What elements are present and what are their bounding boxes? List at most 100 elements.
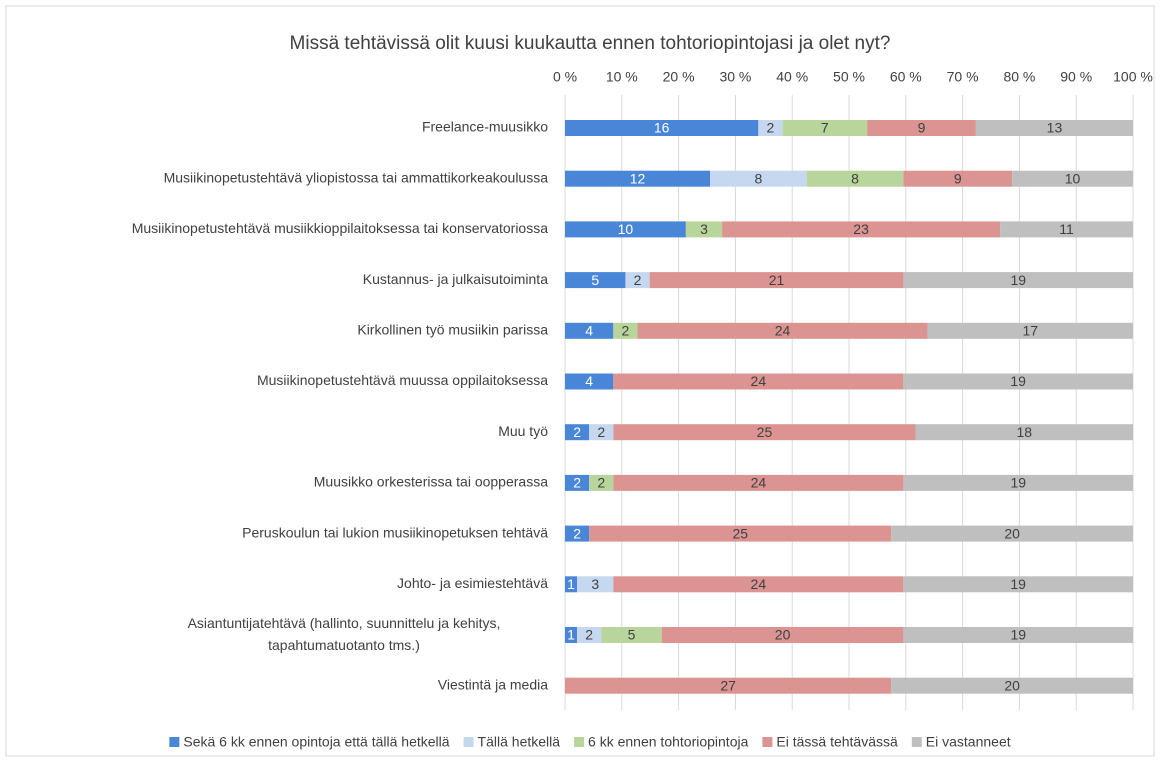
bar-segment xyxy=(577,576,614,593)
bar-segment xyxy=(589,424,614,441)
data-label: 10 xyxy=(1065,170,1081,186)
data-label: 19 xyxy=(1010,272,1026,288)
data-label: 24 xyxy=(775,323,791,339)
data-label: 4 xyxy=(585,323,593,339)
x-tick-label: 100 % xyxy=(1113,69,1153,85)
x-tick-label: 10 % xyxy=(606,69,638,85)
category-label: Kirkollinen työ musiikin parissa xyxy=(357,322,548,338)
x-tick-label: 80 % xyxy=(1003,69,1035,85)
data-label: 16 xyxy=(654,120,670,136)
bar-segment xyxy=(722,221,1001,238)
bar-segment xyxy=(975,120,1133,136)
data-label: 2 xyxy=(597,475,605,491)
x-tick-label: 40 % xyxy=(776,69,808,85)
category-label: Kustannus- ja julkaisutoiminta xyxy=(363,271,548,287)
data-label: 20 xyxy=(1004,677,1020,693)
data-label: 2 xyxy=(573,525,581,541)
x-tick-label: 60 % xyxy=(890,69,922,85)
x-tick-label: 30 % xyxy=(719,69,751,85)
data-label: 12 xyxy=(630,170,646,186)
bar-segment xyxy=(758,120,783,136)
category-label: Muu työ xyxy=(498,423,548,439)
legend-swatch xyxy=(169,737,180,747)
bar-segment xyxy=(806,170,904,187)
bar-segment xyxy=(915,424,1134,441)
bar-segment xyxy=(565,272,626,289)
bar-segment xyxy=(1012,170,1133,187)
data-label: 2 xyxy=(573,475,581,491)
legend-swatch xyxy=(762,737,773,747)
bar-segment xyxy=(903,627,1134,643)
bar-segment xyxy=(565,677,892,694)
data-label: 5 xyxy=(591,272,599,288)
category-label: Asiantuntijatehtävä (hallinto, suunnitte… xyxy=(188,615,501,653)
data-label: 19 xyxy=(1010,373,1026,389)
bar-segment xyxy=(903,576,1133,593)
category-label: Muusikko orkesterissa tai oopperassa xyxy=(314,474,548,490)
bar-segment xyxy=(1000,221,1133,238)
data-label: 25 xyxy=(757,424,773,440)
data-label: 19 xyxy=(1010,576,1026,592)
data-label: 24 xyxy=(751,373,767,389)
bar-segment xyxy=(625,272,650,289)
legend-label: Tällä hetkellä xyxy=(478,734,561,750)
data-label: 21 xyxy=(769,272,785,288)
x-tick-label: 70 % xyxy=(947,69,979,85)
bar-segment xyxy=(589,525,892,542)
data-label: 9 xyxy=(954,170,962,186)
bar-segment xyxy=(903,373,1133,390)
bar-segment xyxy=(613,576,904,593)
legend-swatch xyxy=(463,737,474,747)
x-tick-label: 0 % xyxy=(553,69,577,85)
bar-segment xyxy=(565,424,590,441)
data-label: 3 xyxy=(591,576,599,592)
legend-swatch xyxy=(574,737,585,747)
bar-segment xyxy=(613,474,904,491)
bar-segment xyxy=(710,170,807,187)
data-label: 20 xyxy=(775,627,791,643)
chart-title: Missä tehtävissä olit kuusi kuukautta en… xyxy=(290,33,891,54)
bar-segment xyxy=(589,474,614,491)
bar-segment xyxy=(661,627,904,643)
category-label: Johto- ja esimiestehtävä xyxy=(397,575,548,591)
bar-segment xyxy=(685,221,723,238)
data-label: 10 xyxy=(618,221,634,237)
data-label: 19 xyxy=(1010,627,1026,643)
bar-segment xyxy=(891,677,1133,694)
bar-segment xyxy=(891,525,1133,542)
data-label: 13 xyxy=(1047,120,1063,136)
data-label: 9 xyxy=(918,120,926,136)
data-label: 11 xyxy=(1059,221,1074,237)
data-label: 2 xyxy=(585,627,593,643)
data-label: 7 xyxy=(821,120,829,136)
data-label: 3 xyxy=(700,221,708,237)
data-label: 17 xyxy=(1022,323,1038,339)
bar-segment xyxy=(577,627,602,643)
legend-label: Ei tässä tehtävässä xyxy=(776,734,898,750)
bar-segment xyxy=(613,424,916,441)
bar-segment xyxy=(649,272,904,289)
category-label: Musiikinopetustehtävä musiikkioppilaitok… xyxy=(132,220,549,236)
data-label: 4 xyxy=(585,373,593,389)
legend-label: Sekä 6 kk ennen opintoja että tällä hetk… xyxy=(183,734,449,750)
category-label: Freelance-muusikko xyxy=(422,119,548,135)
data-label: 24 xyxy=(751,576,767,592)
legend: Sekä 6 kk ennen opintoja että tällä hetk… xyxy=(169,734,1011,750)
data-label: 2 xyxy=(573,424,581,440)
data-label: 27 xyxy=(720,677,736,693)
bar-segment xyxy=(903,170,1013,187)
data-label: 20 xyxy=(1004,525,1020,541)
bar-segment xyxy=(903,474,1134,491)
data-label: 8 xyxy=(851,170,859,186)
data-label: 1 xyxy=(567,576,575,592)
legend-label: 6 kk ennen tohtoriopintoja xyxy=(588,734,749,750)
data-label: 1 xyxy=(567,627,575,643)
bar-segment xyxy=(613,373,904,390)
x-tick-label: 50 % xyxy=(833,69,865,85)
x-tick-label: 20 % xyxy=(663,69,695,85)
bar-segment xyxy=(565,627,578,643)
x-tick-label: 90 % xyxy=(1060,69,1092,85)
bar-segment xyxy=(565,221,686,238)
data-label: 2 xyxy=(767,120,775,136)
